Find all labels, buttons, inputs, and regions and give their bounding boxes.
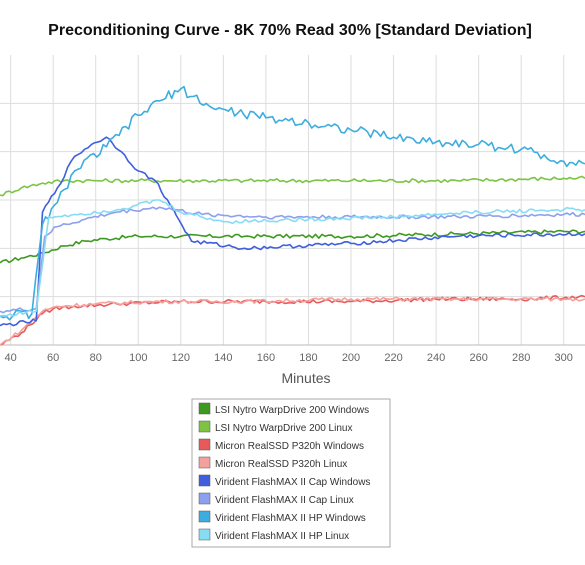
x-tick-label: 120 bbox=[172, 352, 190, 364]
legend-label: Micron RealSSD P320h Windows bbox=[215, 441, 364, 452]
legend-label: Micron RealSSD P320h Linux bbox=[215, 459, 347, 470]
series-line bbox=[0, 206, 585, 314]
x-tick-label: 140 bbox=[214, 352, 232, 364]
gridlines bbox=[0, 55, 585, 346]
series-line bbox=[0, 199, 585, 317]
series-line bbox=[0, 175, 585, 197]
legend-label: Virident FlashMAX II Cap Linux bbox=[215, 495, 354, 506]
legend-swatch bbox=[198, 402, 211, 415]
legend: LSI Nytro WarpDrive 200 Windows LSI Nytro… bbox=[191, 398, 391, 548]
series-line bbox=[0, 85, 585, 321]
legend-label: LSI Nytro WarpDrive 200 Windows bbox=[215, 405, 369, 416]
legend-label: Virident FlashMAX II Cap Windows bbox=[215, 477, 370, 488]
legend-swatch bbox=[198, 420, 211, 433]
legend-swatch bbox=[198, 492, 211, 505]
x-tick-label: 180 bbox=[299, 352, 317, 364]
series-line bbox=[0, 229, 585, 264]
x-tick-label: 200 bbox=[342, 352, 360, 364]
x-tick-label: 60 bbox=[47, 352, 59, 364]
legend-swatch bbox=[198, 438, 211, 451]
series-line bbox=[0, 136, 585, 327]
legend-swatch bbox=[198, 528, 211, 541]
legend-swatch bbox=[198, 510, 211, 523]
x-tick-label: 220 bbox=[384, 352, 402, 364]
legend-box bbox=[191, 398, 391, 548]
x-axis-ticks: 40 60 80 100 120 140 160 180 200 220 240 260 280 300 bbox=[5, 352, 573, 364]
x-axis-label: Minutes bbox=[281, 370, 330, 386]
legend-swatch bbox=[198, 474, 211, 487]
x-tick-label: 260 bbox=[469, 352, 487, 364]
legend-label: Virident FlashMAX II HP Windows bbox=[215, 513, 366, 524]
series-line bbox=[0, 296, 585, 346]
legend-label: Virident FlashMAX II HP Linux bbox=[215, 531, 349, 542]
series-line bbox=[0, 294, 585, 346]
x-tick-label: 40 bbox=[5, 352, 17, 364]
x-tick-label: 300 bbox=[555, 352, 573, 364]
x-tick-label: 240 bbox=[427, 352, 445, 364]
legend-label: LSI Nytro WarpDrive 200 Linux bbox=[215, 423, 352, 434]
chart-title: Preconditioning Curve - 8K 70% Read 30% … bbox=[48, 22, 532, 39]
x-tick-label: 280 bbox=[512, 352, 530, 364]
x-tick-label: 100 bbox=[129, 352, 147, 364]
series-lines bbox=[0, 85, 585, 346]
x-tick-label: 160 bbox=[257, 352, 275, 364]
x-tick-label: 80 bbox=[90, 352, 102, 364]
legend-swatch bbox=[198, 456, 211, 469]
